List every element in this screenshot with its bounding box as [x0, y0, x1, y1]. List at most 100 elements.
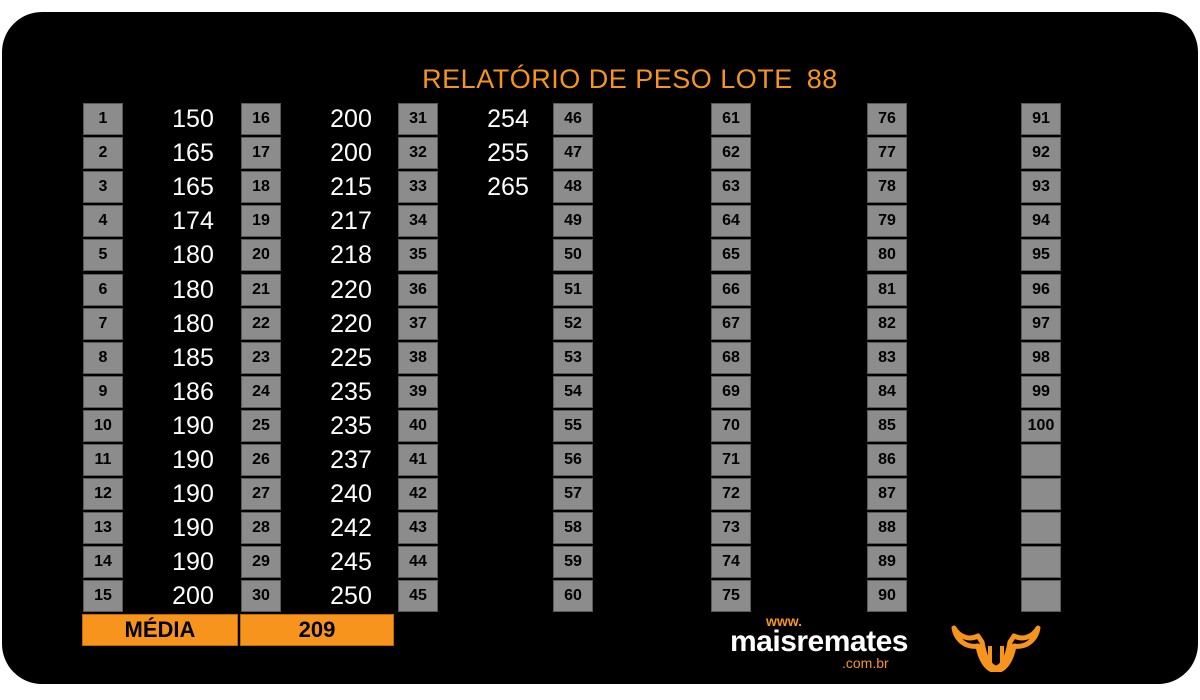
animal-number-cell: 32 [398, 137, 438, 169]
weight-value: 242 [330, 513, 372, 542]
animal-number-cell: 85 [867, 410, 907, 442]
animal-number-cell: 97 [1021, 308, 1061, 340]
weight-value: 190 [172, 411, 214, 440]
animal-number-cell: 36 [398, 274, 438, 306]
animal-number-cell: 64 [711, 205, 751, 237]
animal-number-cell: 81 [867, 274, 907, 306]
animal-number-cell: 38 [398, 342, 438, 374]
animal-number-cell: 16 [241, 103, 281, 135]
animal-number-cell: 95 [1021, 239, 1061, 271]
weight-value: 225 [330, 343, 372, 372]
animal-number-cell: 56 [553, 444, 593, 476]
animal-number-cell: 31 [398, 103, 438, 135]
animal-number-cell: 35 [398, 239, 438, 271]
animal-number-cell: 2 [83, 137, 123, 169]
weight-value: 235 [330, 411, 372, 440]
average-label: MÉDIA [82, 614, 238, 646]
weight-value: 237 [330, 445, 372, 474]
animal-number-cell: 17 [241, 137, 281, 169]
animal-number-cell: 7 [83, 308, 123, 340]
animal-number-cell: 13 [83, 512, 123, 544]
animal-number-cell: 25 [241, 410, 281, 442]
animal-number-cell: 30 [241, 580, 281, 612]
animal-number-cell: 76 [867, 103, 907, 135]
weight-value: 200 [330, 104, 372, 133]
report-title: RELATÓRIO DE PESO LOTE 88 [0, 64, 1200, 95]
animal-number-cell: 28 [241, 512, 281, 544]
brand-name: maisremates [730, 625, 908, 658]
animal-number-cell: 49 [553, 205, 593, 237]
weight-value: 180 [172, 240, 214, 269]
animal-number-cell: 94 [1021, 205, 1061, 237]
animal-number-cell: 82 [867, 308, 907, 340]
lot-number: 88 [806, 64, 838, 94]
empty-cell [1021, 512, 1061, 544]
animal-number-cell: 27 [241, 478, 281, 510]
weight-value: 200 [172, 581, 214, 610]
animal-number-cell: 67 [711, 308, 751, 340]
weight-value: 255 [487, 138, 529, 167]
bull-head-icon [951, 625, 1041, 672]
animal-number-cell: 12 [83, 478, 123, 510]
animal-number-cell: 70 [711, 410, 751, 442]
animal-number-cell: 23 [241, 342, 281, 374]
animal-number-cell: 10 [83, 410, 123, 442]
brand-www: www. [766, 613, 803, 629]
empty-cell [1021, 546, 1061, 578]
weight-value: 185 [172, 343, 214, 372]
animal-number-cell: 68 [711, 342, 751, 374]
animal-number-cell: 6 [83, 274, 123, 306]
animal-number-cell: 66 [711, 274, 751, 306]
weight-value: 190 [172, 445, 214, 474]
animal-number-cell: 73 [711, 512, 751, 544]
animal-number-cell: 87 [867, 478, 907, 510]
animal-number-cell: 55 [553, 410, 593, 442]
animal-number-cell: 58 [553, 512, 593, 544]
animal-number-cell: 91 [1021, 103, 1061, 135]
animal-number-cell: 50 [553, 239, 593, 271]
animal-number-cell: 59 [553, 546, 593, 578]
animal-number-cell: 90 [867, 580, 907, 612]
animal-number-cell: 99 [1021, 376, 1061, 408]
weight-value: 220 [330, 309, 372, 338]
weight-value: 220 [330, 275, 372, 304]
animal-number-cell: 88 [867, 512, 907, 544]
empty-cell [1021, 478, 1061, 510]
weight-value: 190 [172, 513, 214, 542]
animal-number-cell: 48 [553, 171, 593, 203]
animal-number-cell: 45 [398, 580, 438, 612]
brand-domain: .com.br [842, 655, 889, 671]
animal-number-cell: 4 [83, 205, 123, 237]
brand-logo: www. maisremates .com.br [730, 613, 910, 673]
animal-number-cell: 22 [241, 308, 281, 340]
weight-value: 165 [172, 172, 214, 201]
animal-number-cell: 14 [83, 546, 123, 578]
animal-number-cell: 34 [398, 205, 438, 237]
animal-number-cell: 80 [867, 239, 907, 271]
weight-value: 200 [330, 138, 372, 167]
report-panel [2, 12, 1198, 684]
animal-number-cell: 33 [398, 171, 438, 203]
animal-number-cell: 21 [241, 274, 281, 306]
animal-number-cell: 57 [553, 478, 593, 510]
animal-number-cell: 89 [867, 546, 907, 578]
animal-number-cell: 78 [867, 171, 907, 203]
animal-number-cell: 75 [711, 580, 751, 612]
animal-number-cell: 93 [1021, 171, 1061, 203]
animal-number-cell: 65 [711, 239, 751, 271]
animal-number-cell: 72 [711, 478, 751, 510]
animal-number-cell: 100 [1021, 410, 1061, 442]
average-value: 209 [240, 614, 394, 646]
animal-number-cell: 37 [398, 308, 438, 340]
animal-number-cell: 60 [553, 580, 593, 612]
animal-number-cell: 53 [553, 342, 593, 374]
animal-number-cell: 46 [553, 103, 593, 135]
animal-number-cell: 52 [553, 308, 593, 340]
animal-number-cell: 84 [867, 376, 907, 408]
weight-value: 240 [330, 479, 372, 508]
animal-number-cell: 79 [867, 205, 907, 237]
animal-number-cell: 42 [398, 478, 438, 510]
weight-value: 235 [330, 377, 372, 406]
animal-number-cell: 96 [1021, 274, 1061, 306]
weight-value: 245 [330, 547, 372, 576]
